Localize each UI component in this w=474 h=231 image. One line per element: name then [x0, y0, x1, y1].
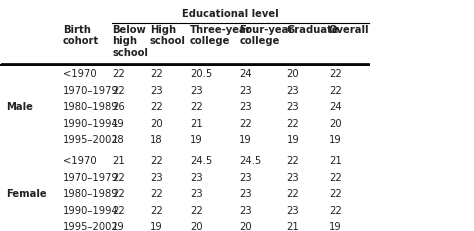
- Text: 20.5: 20.5: [190, 69, 212, 79]
- Text: Educational level: Educational level: [182, 9, 278, 19]
- Text: 22: 22: [329, 205, 342, 215]
- Text: Female: Female: [6, 188, 47, 198]
- Text: 21: 21: [190, 118, 202, 128]
- Text: 18: 18: [150, 135, 163, 145]
- Text: Birth
cohort: Birth cohort: [63, 25, 99, 46]
- Text: 22: 22: [112, 205, 125, 215]
- Text: Graduate: Graduate: [286, 25, 339, 35]
- Text: <1970: <1970: [63, 69, 96, 79]
- Text: 22: 22: [329, 172, 342, 182]
- Text: 23: 23: [286, 205, 299, 215]
- Text: 20: 20: [329, 118, 341, 128]
- Text: 20: 20: [150, 118, 163, 128]
- Text: 22: 22: [239, 118, 252, 128]
- Text: 19: 19: [112, 221, 125, 231]
- Text: 21: 21: [112, 156, 125, 166]
- Text: 22: 22: [150, 156, 163, 166]
- Text: 19: 19: [150, 221, 163, 231]
- Text: Male: Male: [6, 102, 33, 112]
- Text: Overall: Overall: [329, 25, 369, 35]
- Text: 23: 23: [239, 85, 252, 95]
- Text: 20: 20: [239, 221, 252, 231]
- Text: 1980–1989: 1980–1989: [63, 102, 118, 112]
- Text: 1990–1994: 1990–1994: [63, 118, 118, 128]
- Text: 20: 20: [190, 221, 202, 231]
- Text: 22: 22: [112, 85, 125, 95]
- Text: 22: 22: [329, 85, 342, 95]
- Text: 22: 22: [150, 102, 163, 112]
- Text: 23: 23: [150, 172, 163, 182]
- Text: 20: 20: [286, 69, 299, 79]
- Text: 22: 22: [112, 172, 125, 182]
- Text: 24: 24: [329, 102, 341, 112]
- Text: 23: 23: [239, 205, 252, 215]
- Text: 22: 22: [286, 156, 299, 166]
- Text: 22: 22: [286, 188, 299, 198]
- Text: 22: 22: [112, 188, 125, 198]
- Text: 1995–2002: 1995–2002: [63, 221, 118, 231]
- Text: High
school: High school: [150, 25, 186, 46]
- Text: 26: 26: [112, 102, 125, 112]
- Text: Below
high
school: Below high school: [112, 25, 148, 58]
- Text: 24.5: 24.5: [239, 156, 262, 166]
- Text: 21: 21: [329, 156, 342, 166]
- Text: 23: 23: [286, 102, 299, 112]
- Text: 22: 22: [112, 69, 125, 79]
- Text: 22: 22: [329, 69, 342, 79]
- Text: 19: 19: [286, 135, 299, 145]
- Text: 19: 19: [239, 135, 252, 145]
- Text: <1970: <1970: [63, 156, 96, 166]
- Text: 1990–1994: 1990–1994: [63, 205, 118, 215]
- Text: 24.5: 24.5: [190, 156, 212, 166]
- Text: 18: 18: [112, 135, 125, 145]
- Text: 22: 22: [150, 69, 163, 79]
- Text: 19: 19: [329, 221, 342, 231]
- Text: 24: 24: [239, 69, 252, 79]
- Text: 22: 22: [150, 188, 163, 198]
- Text: 23: 23: [286, 85, 299, 95]
- Text: 23: 23: [239, 102, 252, 112]
- Text: 23: 23: [286, 172, 299, 182]
- Text: 22: 22: [286, 118, 299, 128]
- Text: 19: 19: [112, 118, 125, 128]
- Text: 23: 23: [150, 85, 163, 95]
- Text: Three-year
college: Three-year college: [190, 25, 252, 46]
- Text: 23: 23: [239, 172, 252, 182]
- Text: 23: 23: [190, 188, 202, 198]
- Text: 23: 23: [190, 172, 202, 182]
- Text: 1995–2002: 1995–2002: [63, 135, 118, 145]
- Text: 1970–1979: 1970–1979: [63, 172, 118, 182]
- Text: 22: 22: [190, 102, 202, 112]
- Text: 22: 22: [329, 188, 342, 198]
- Text: 22: 22: [190, 205, 202, 215]
- Text: 21: 21: [286, 221, 299, 231]
- Text: 19: 19: [190, 135, 202, 145]
- Text: 1970–1979: 1970–1979: [63, 85, 118, 95]
- Text: 23: 23: [190, 85, 202, 95]
- Text: 19: 19: [329, 135, 342, 145]
- Text: 1980–1989: 1980–1989: [63, 188, 118, 198]
- Text: 22: 22: [150, 205, 163, 215]
- Text: Four-year
college: Four-year college: [239, 25, 294, 46]
- Text: 23: 23: [239, 188, 252, 198]
